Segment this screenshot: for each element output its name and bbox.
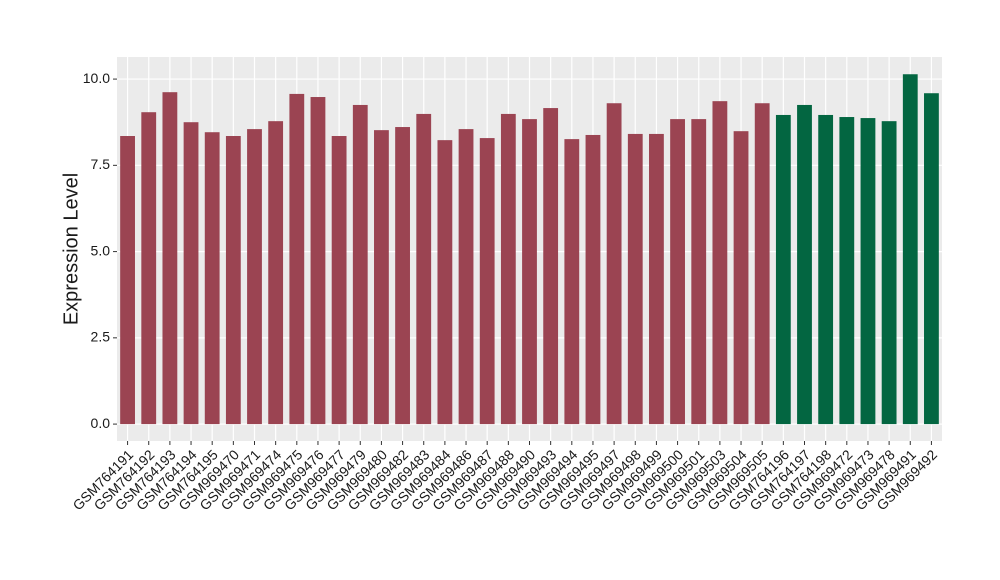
bar xyxy=(670,119,685,425)
bar xyxy=(712,101,728,425)
bar xyxy=(733,131,749,425)
bar xyxy=(458,129,474,425)
bar xyxy=(797,104,812,425)
bar xyxy=(627,133,643,425)
bar xyxy=(775,114,791,425)
bar xyxy=(881,121,897,425)
bar xyxy=(331,136,347,425)
bar xyxy=(522,119,537,425)
bar xyxy=(649,133,664,425)
bar xyxy=(352,104,368,425)
bar xyxy=(183,122,199,425)
bar xyxy=(395,127,410,425)
bar xyxy=(310,97,326,425)
bar xyxy=(141,112,157,425)
bar xyxy=(204,132,220,425)
bar xyxy=(289,93,305,425)
axes: 0.02.55.07.510.0GSM764191GSM764192GSM764… xyxy=(69,70,940,514)
bar xyxy=(754,103,770,425)
y-tick-label: 10.0 xyxy=(83,70,110,86)
bar xyxy=(225,136,241,425)
y-tick-label: 2.5 xyxy=(91,329,111,345)
y-tick-label: 7.5 xyxy=(91,156,111,172)
bar xyxy=(437,140,453,425)
y-axis-title: Expression Level xyxy=(60,173,82,325)
bar xyxy=(500,113,516,425)
bar xyxy=(924,93,939,425)
bar xyxy=(416,113,432,425)
bar xyxy=(902,74,918,425)
y-tick-label: 0.0 xyxy=(91,415,111,431)
bar xyxy=(247,129,262,425)
bar xyxy=(818,114,834,425)
bar xyxy=(606,103,622,425)
bar xyxy=(162,92,178,425)
bar xyxy=(839,117,855,425)
bar xyxy=(374,130,389,425)
bar xyxy=(691,119,707,425)
bar xyxy=(860,118,876,425)
bar xyxy=(479,138,495,425)
bar xyxy=(120,136,135,425)
y-tick-label: 5.0 xyxy=(91,242,111,258)
bar xyxy=(543,108,559,425)
bar xyxy=(268,121,284,425)
bar xyxy=(564,139,580,425)
bars xyxy=(120,74,939,425)
bar xyxy=(585,134,601,425)
